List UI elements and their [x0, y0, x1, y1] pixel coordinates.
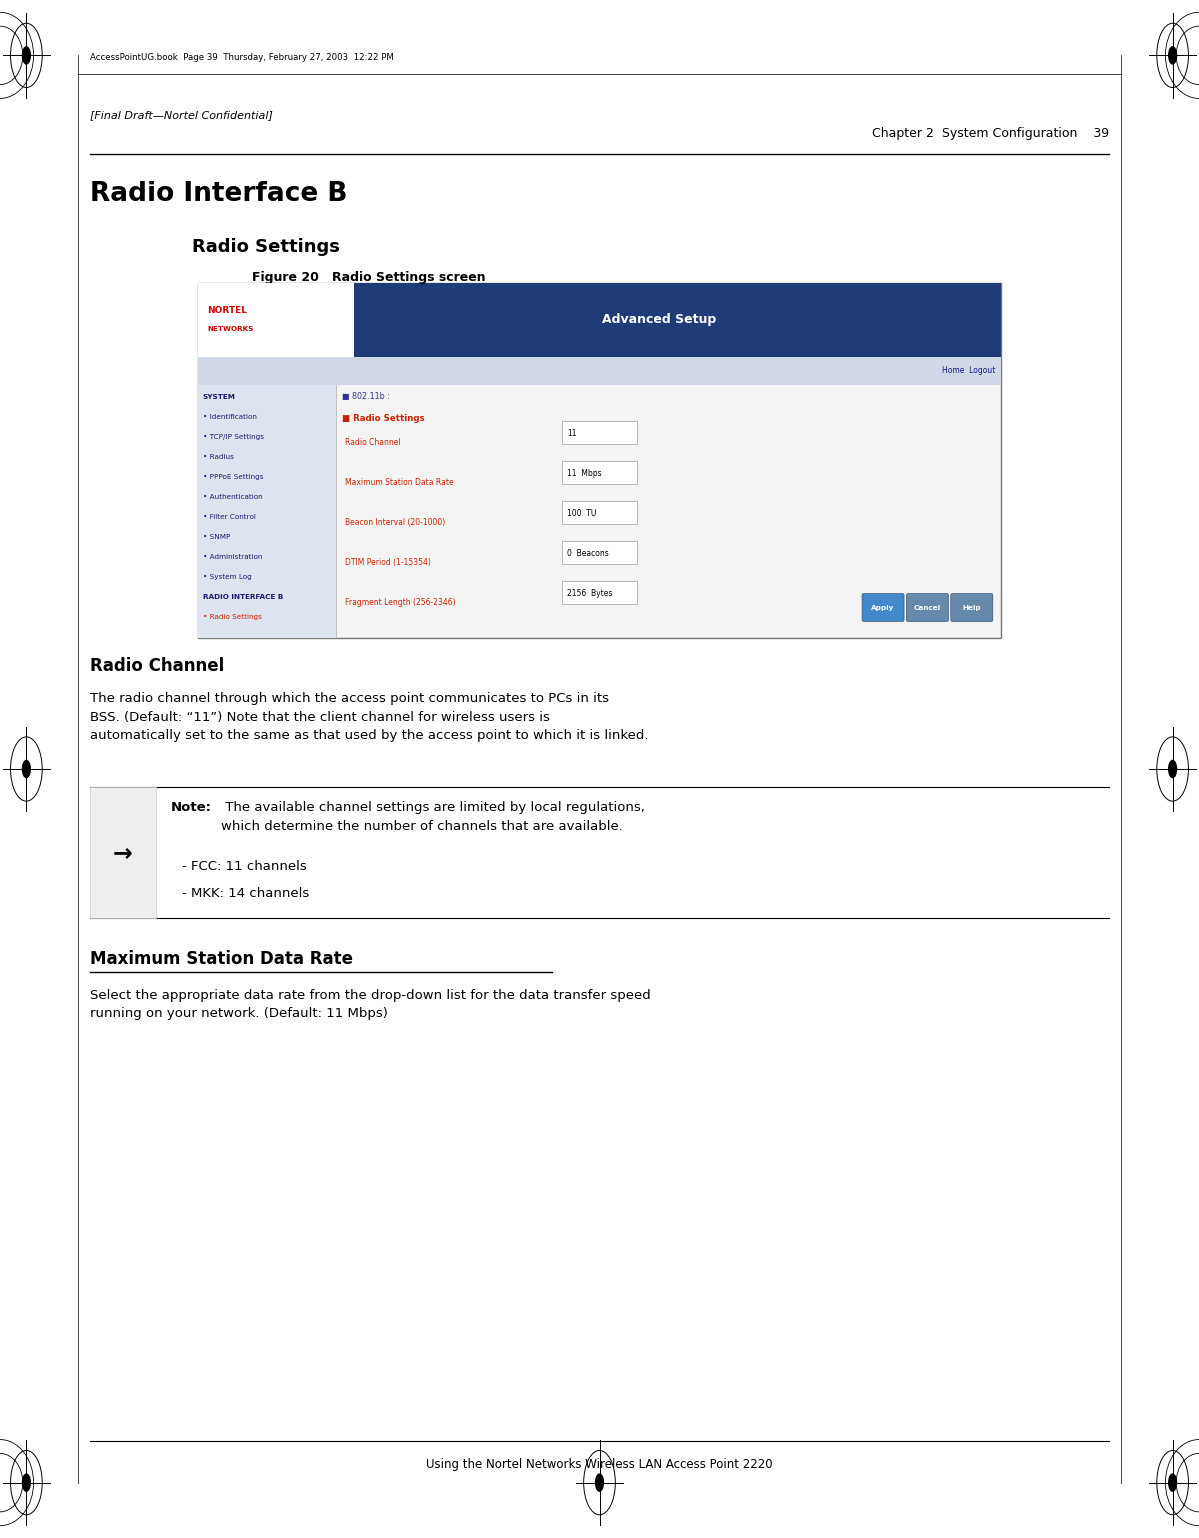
Text: 100  TU: 100 TU [567, 509, 596, 518]
Text: Maximum Station Data Rate: Maximum Station Data Rate [345, 478, 454, 488]
Text: NETWORKS: NETWORKS [207, 326, 254, 332]
Text: Help: Help [963, 604, 981, 611]
Text: Using the Nortel Networks Wireless LAN Access Point 2220: Using the Nortel Networks Wireless LAN A… [426, 1458, 773, 1470]
Text: The available channel settings are limited by local regulations,
which determine: The available channel settings are limit… [221, 801, 645, 832]
Text: Maximum Station Data Rate: Maximum Station Data Rate [90, 950, 353, 969]
Text: 2156  Bytes: 2156 Bytes [567, 589, 613, 598]
Text: Note:: Note: [170, 801, 211, 814]
Text: The radio channel through which the access point communicates to PCs in its
BSS.: The radio channel through which the acce… [90, 692, 649, 743]
Text: • Authentication: • Authentication [203, 494, 263, 500]
Text: - FCC: 11 channels: - FCC: 11 channels [182, 860, 307, 872]
Text: • Identification: • Identification [203, 414, 257, 420]
Text: RADIO INTERFACE B: RADIO INTERFACE B [203, 594, 283, 600]
Text: Select the appropriate data rate from the drop-down list for the data transfer s: Select the appropriate data rate from th… [90, 989, 651, 1020]
Text: Fragment Length (256-2346): Fragment Length (256-2346) [345, 598, 456, 608]
Text: ■ 802.11b :: ■ 802.11b : [342, 392, 390, 401]
Text: • System Log: • System Log [203, 574, 252, 580]
Text: →: → [113, 841, 133, 864]
Text: • TCP/IP Settings: • TCP/IP Settings [203, 434, 264, 440]
Text: 11  Mbps: 11 Mbps [567, 469, 602, 478]
Text: Apply: Apply [872, 604, 894, 611]
Text: Radio Interface B: Radio Interface B [90, 181, 348, 208]
Text: ■ Radio Settings: ■ Radio Settings [342, 414, 424, 423]
Text: Radio Settings: Radio Settings [192, 238, 339, 257]
Text: 0  Beacons: 0 Beacons [567, 549, 609, 558]
Text: • Radius: • Radius [203, 454, 234, 460]
Text: Cancel: Cancel [914, 604, 941, 611]
Text: NORTEL: NORTEL [207, 306, 247, 315]
Text: Home  Logout: Home Logout [941, 366, 995, 375]
Text: Radio Channel: Radio Channel [90, 657, 224, 675]
Text: Chapter 2  System Configuration    39: Chapter 2 System Configuration 39 [872, 128, 1109, 140]
Text: DTIM Period (1-15354): DTIM Period (1-15354) [345, 558, 432, 568]
Text: • PPPoE Settings: • PPPoE Settings [203, 474, 263, 480]
Text: Radio Channel: Radio Channel [345, 438, 400, 448]
Text: SYSTEM: SYSTEM [203, 394, 235, 400]
Text: • Filter Control: • Filter Control [203, 514, 255, 520]
Text: [Final Draft—Nortel Confidential]: [Final Draft—Nortel Confidential] [90, 111, 273, 120]
Text: • SNMP: • SNMP [203, 534, 230, 540]
Text: • Administration: • Administration [203, 554, 263, 560]
Text: 11: 11 [567, 429, 577, 438]
Text: AccessPointUG.book  Page 39  Thursday, February 27, 2003  12:22 PM: AccessPointUG.book Page 39 Thursday, Feb… [90, 52, 393, 62]
Text: Beacon Interval (20-1000): Beacon Interval (20-1000) [345, 518, 446, 528]
Text: Advanced Setup: Advanced Setup [602, 314, 717, 326]
Text: • Radio Settings: • Radio Settings [203, 614, 261, 620]
Text: Figure 20   Radio Settings screen: Figure 20 Radio Settings screen [252, 271, 486, 283]
Text: - MKK: 14 channels: - MKK: 14 channels [182, 887, 309, 900]
